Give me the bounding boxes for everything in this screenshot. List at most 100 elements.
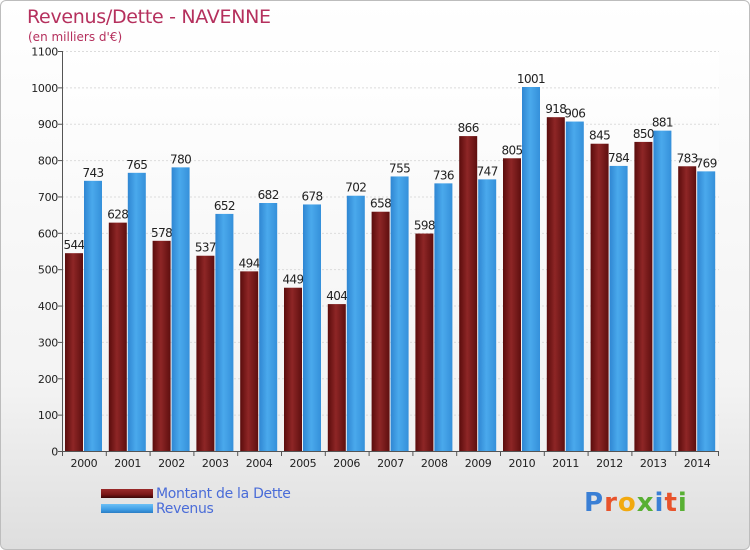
bar-dette [65,253,83,451]
chart-title: Revenus/Dette - NAVENNE [27,6,271,28]
bar-dette [415,233,434,451]
y-tick-label: 700 [38,191,58,204]
bar-dette [678,166,697,452]
data-label: 658 [370,197,391,211]
y-tick-label: 0 [51,446,58,459]
data-label: 769 [696,156,717,170]
y-tick-label: 800 [38,155,58,168]
x-tick-label: 2010 [509,457,536,470]
legend-swatch-revenus [101,504,153,513]
data-label: 755 [389,161,410,175]
y-tick-label: 1000 [31,82,58,95]
x-tick-label: 2000 [71,457,98,470]
bar-revenus [346,195,365,451]
bar-dette [371,211,390,451]
x-tick-label: 2004 [246,457,273,470]
bar-revenus [478,179,497,451]
data-label: 743 [82,166,103,180]
bar-revenus [127,172,146,451]
bar-revenus [609,165,628,451]
plot-area [62,51,719,451]
chart-legend: Montant de la Dette Revenus [101,485,291,517]
y-tick-label: 1100 [31,46,58,59]
bar-revenus [434,183,453,451]
data-label: 747 [477,164,498,178]
x-tick-label: 2013 [640,457,667,470]
bar-revenus [390,176,409,452]
logo-letter: i [654,488,665,518]
bar-dette [152,240,171,451]
data-label: 598 [414,219,435,233]
data-label: 578 [151,226,172,240]
x-tick-label: 2011 [552,457,579,470]
y-tick-label: 100 [38,409,58,422]
legend-item-revenus: Revenus [101,501,291,517]
bar-revenus [259,203,278,451]
x-tick-label: 2005 [290,457,317,470]
y-tick-label: 600 [38,227,58,240]
bar-dette [503,158,521,452]
x-tick-label: 2009 [465,457,492,470]
logo-letter: t [664,488,678,518]
logo-letter: r [604,488,618,518]
x-tick-label: 2001 [114,457,141,470]
bar-dette [284,287,302,451]
bar-revenus [215,213,234,451]
data-label: 783 [677,151,698,165]
x-tick-label: 2007 [377,457,404,470]
logo-letter: x [636,488,655,518]
legend-label-dette: Montant de la Dette [156,485,291,502]
data-label: 544 [63,238,84,252]
y-tick-label: 900 [38,118,58,131]
bar-dette [634,141,653,451]
bar-dette [590,143,609,451]
bar-dette [327,304,346,451]
bar-revenus [303,204,321,451]
data-label: 784 [608,151,629,165]
y-tick-label: 200 [38,373,58,386]
y-tick-label: 500 [38,264,58,277]
data-label: 805 [501,143,522,157]
data-label: 866 [458,121,479,135]
bar-revenus [84,180,102,451]
bar-dette [459,136,478,451]
legend-swatch-dette [101,489,153,498]
x-tick-label: 2012 [596,457,623,470]
bar-dette [196,255,215,451]
data-label: 449 [282,273,303,287]
data-label: 850 [633,127,654,141]
data-label: 780 [170,152,191,166]
data-label: 1001 [517,72,545,86]
x-tick-label: 2006 [333,457,360,470]
logo-letter: o [617,488,637,518]
bar-revenus [697,171,716,451]
x-tick-label: 2014 [684,457,711,470]
chart-subtitle: (en milliers d'€) [28,30,123,44]
logo-letter: P [584,488,605,518]
data-label: 845 [589,129,610,143]
bar-dette [240,271,259,451]
data-label: 404 [326,289,347,303]
bar-revenus [522,87,540,451]
data-label: 494 [239,256,260,270]
x-tick-label: 2008 [421,457,448,470]
bar-revenus [171,167,190,451]
logo-letter: i [677,488,688,518]
data-label: 678 [301,189,322,203]
data-label: 628 [107,208,128,222]
y-tick-label: 400 [38,300,58,313]
x-tick-label: 2003 [202,457,229,470]
data-label: 682 [258,188,279,202]
data-label: 906 [564,107,585,121]
bar-revenus [653,130,672,452]
proxiti-logo: Proxiti [584,488,688,518]
legend-item-dette: Montant de la Dette [101,485,291,502]
data-label: 765 [126,158,147,172]
bar-dette [108,222,127,451]
y-tick-label: 300 [38,336,58,349]
bar-dette [546,117,565,451]
x-tick-label: 2002 [158,457,185,470]
bar-revenus [565,121,584,451]
